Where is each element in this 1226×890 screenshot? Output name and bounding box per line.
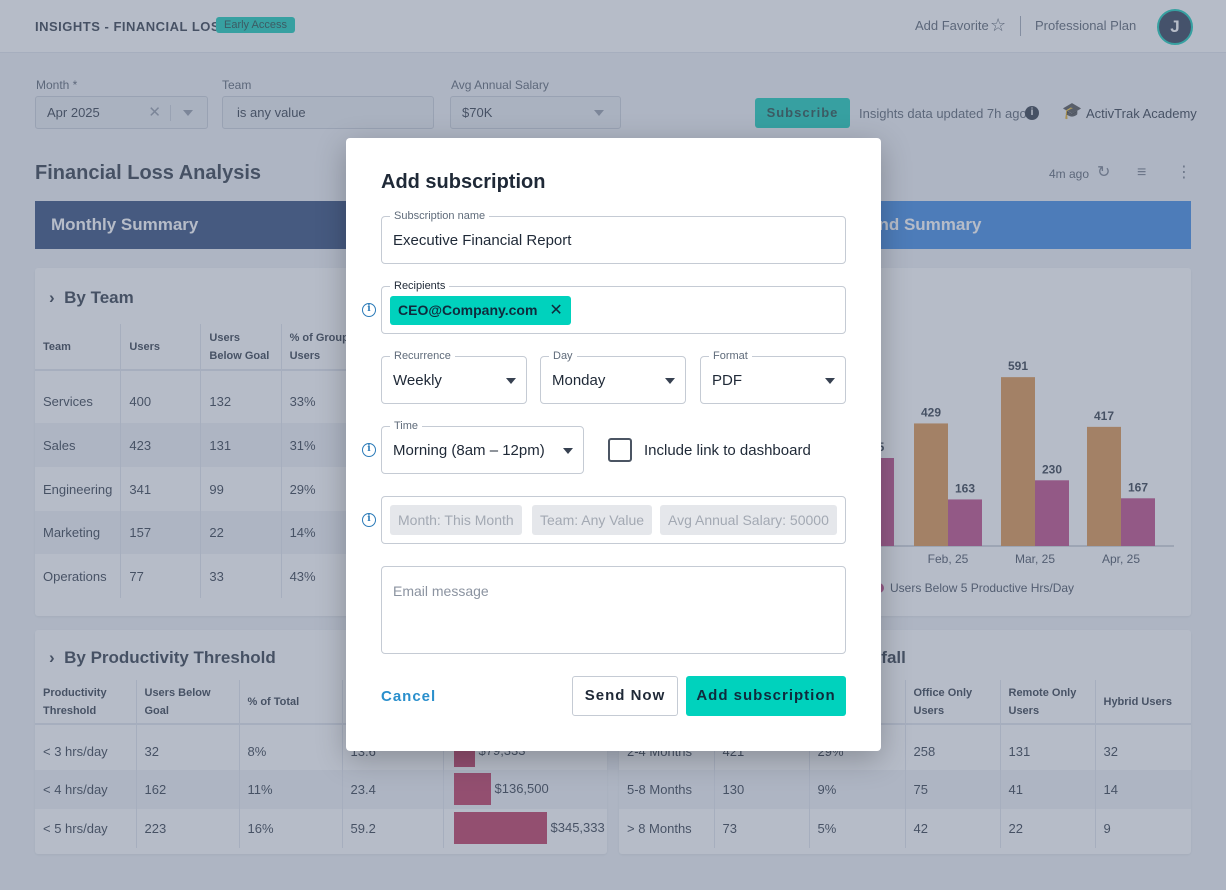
send-now-button[interactable]: Send Now bbox=[572, 676, 678, 716]
chevron-down-icon[interactable] bbox=[506, 378, 516, 384]
chevron-down-icon[interactable] bbox=[563, 448, 573, 454]
subscription-name-field[interactable]: Subscription name Executive Financial Re… bbox=[381, 209, 846, 264]
filter-chip: Month: This Month bbox=[390, 505, 522, 535]
include-link-label[interactable]: Include link to dashboard bbox=[644, 442, 811, 459]
chevron-down-icon[interactable] bbox=[825, 378, 835, 384]
info-icon[interactable]: i bbox=[362, 303, 376, 317]
time-label: Time bbox=[390, 419, 423, 433]
include-link-checkbox[interactable] bbox=[608, 438, 632, 462]
day-label: Day bbox=[549, 349, 577, 363]
email-message-placeholder: Email message bbox=[393, 583, 489, 599]
cancel-button[interactable]: Cancel bbox=[381, 688, 437, 705]
dialog-title: Add subscription bbox=[381, 171, 546, 193]
time-value: Morning (8am – 12pm) bbox=[393, 442, 545, 459]
day-value: Monday bbox=[552, 372, 606, 389]
recipient-chip: CEO@Company.com ✕ bbox=[390, 296, 571, 325]
filter-summary-field: Month: This Month Team: Any Value Avg An… bbox=[381, 496, 846, 544]
recipients-field[interactable]: Recipients CEO@Company.com ✕ bbox=[381, 279, 846, 334]
recurrence-label: Recurrence bbox=[390, 349, 455, 363]
recurrence-select[interactable]: Recurrence Weekly bbox=[381, 349, 527, 404]
recipients-label: Recipients bbox=[390, 279, 450, 293]
format-label: Format bbox=[709, 349, 752, 363]
close-icon[interactable]: ✕ bbox=[549, 302, 563, 319]
chevron-down-icon[interactable] bbox=[665, 378, 675, 384]
format-value: PDF bbox=[712, 372, 742, 389]
recurrence-value: Weekly bbox=[393, 372, 442, 389]
time-select[interactable]: Time Morning (8am – 12pm) bbox=[381, 419, 584, 474]
subscription-name-value: Executive Financial Report bbox=[393, 232, 572, 249]
email-message-field[interactable]: Email message bbox=[381, 566, 846, 654]
day-select[interactable]: Day Monday bbox=[540, 349, 686, 404]
filter-chip: Team: Any Value bbox=[532, 505, 653, 535]
info-icon[interactable]: i bbox=[362, 513, 376, 527]
recipient-chip-text: CEO@Company.com bbox=[398, 302, 538, 318]
add-subscription-dialog: Add subscription Subscription name Execu… bbox=[346, 138, 881, 751]
format-select[interactable]: Format PDF bbox=[700, 349, 846, 404]
subscription-name-label: Subscription name bbox=[390, 209, 490, 223]
info-icon[interactable]: i bbox=[362, 443, 376, 457]
filter-chip: Avg Annual Salary: 50000 bbox=[660, 505, 837, 535]
add-subscription-button[interactable]: Add subscription bbox=[686, 676, 846, 716]
